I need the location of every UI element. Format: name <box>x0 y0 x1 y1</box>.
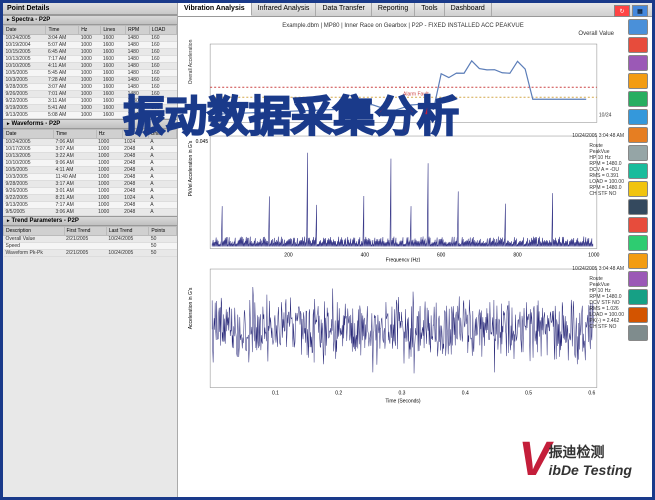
tool-button-17[interactable] <box>628 325 648 341</box>
tab-dashboard[interactable]: Dashboard <box>445 3 492 16</box>
tab-bar: Vibration AnalysisInfrared AnalysisData … <box>178 3 652 17</box>
tab-data-transfer[interactable]: Data Transfer <box>316 3 371 16</box>
svg-text:Frequency (Hz): Frequency (Hz) <box>386 258 421 262</box>
watermark-logo: V <box>518 432 546 487</box>
svg-text:400: 400 <box>361 253 370 259</box>
tool-button-7[interactable] <box>628 145 648 161</box>
table-row[interactable]: 10/17/20053:07 AM10002048A <box>4 146 177 153</box>
table-row[interactable]: 9/28/20053:17 AM10002048A <box>4 181 177 188</box>
table-header[interactable]: First Trend <box>64 227 106 236</box>
svg-text:0.3: 0.3 <box>399 391 406 397</box>
svg-text:Time (Seconds): Time (Seconds) <box>385 399 421 405</box>
tool-button-11[interactable] <box>628 217 648 233</box>
view-button[interactable]: ▦ <box>632 5 648 17</box>
tool-button-0[interactable] <box>628 19 648 35</box>
table-header[interactable]: Lines <box>101 26 126 35</box>
table-row[interactable]: 9/26/20053:01 AM10002048A <box>4 188 177 195</box>
table-row[interactable]: 10/5/20055:45 AM100016001480160 <box>4 70 177 77</box>
svg-text:1000: 1000 <box>588 253 599 259</box>
table-row[interactable]: 10/3/200511:40 AM10002048A <box>4 174 177 181</box>
table-row[interactable]: Waveform Pk-Pk2/21/200510/24/200550 <box>4 250 177 257</box>
svg-text:Acceleration in G's: Acceleration in G's <box>188 287 194 329</box>
svg-text:Overall Acceleration in G's: Overall Acceleration in G's <box>188 39 194 84</box>
tab-reporting[interactable]: Reporting <box>372 3 415 16</box>
chart1-subtitle: Overall Value <box>182 31 624 37</box>
tab-tools[interactable]: Tools <box>415 3 444 16</box>
left-panel: Point Details Spectra - P2P DateTimeHzLi… <box>3 3 178 497</box>
table-header[interactable]: Hz <box>96 130 122 139</box>
right-toolbar <box>628 19 650 341</box>
table-row[interactable]: 9/22/20058:21 AM10001024A <box>4 195 177 202</box>
tool-button-15[interactable] <box>628 289 648 305</box>
watermark-en: ibDe Testing <box>549 462 633 478</box>
overlay-title: 振动数据采集分析 <box>123 83 459 144</box>
chart-main-title: Example.dbm | MP80 | Inner Race on Gearb… <box>182 21 624 31</box>
svg-text:0.1: 0.1 <box>272 391 279 397</box>
right-panel: Vibration AnalysisInfrared AnalysisData … <box>178 3 652 497</box>
tool-button-13[interactable] <box>628 253 648 269</box>
table-row[interactable]: 10/10/20059:06 AM10002048A <box>4 160 177 167</box>
table-row[interactable]: 10/13/20053:22 AM10002048A <box>4 153 177 160</box>
table-row[interactable]: 9/5/20053:06 AM10002048A <box>4 209 177 216</box>
table-row[interactable]: 10/24/20053:04 AM100016001480160 <box>4 35 177 42</box>
table-row[interactable]: Speed50 <box>4 243 177 250</box>
spectrum-chart: 10/24/2005 3:04:48 AM RoutePeakVueHP 10 … <box>182 131 624 262</box>
svg-text:800: 800 <box>513 253 522 259</box>
table-header[interactable]: RPM <box>126 26 150 35</box>
svg-text:200: 200 <box>284 253 293 259</box>
table-header[interactable]: Last Trend <box>106 227 149 236</box>
trend-table: DescriptionFirst TrendLast TrendPoints O… <box>3 226 177 257</box>
tool-button-16[interactable] <box>628 307 648 323</box>
table-header[interactable]: Time <box>46 26 79 35</box>
tool-button-12[interactable] <box>628 235 648 251</box>
tool-button-1[interactable] <box>628 37 648 53</box>
table-header[interactable]: Points <box>149 227 177 236</box>
table-header[interactable]: Description <box>4 227 65 236</box>
spectra-section-header[interactable]: Spectra - P2P <box>3 15 177 25</box>
svg-text:10/24: 10/24 <box>599 112 612 118</box>
tool-button-10[interactable] <box>628 199 648 215</box>
table-row[interactable]: 10/13/20057:17 AM100016001480160 <box>4 56 177 63</box>
svg-text:PkVel Acceleration in G's: PkVel Acceleration in G's <box>188 141 194 197</box>
waveform-chart: 10/24/2005 3:04:48 AM RoutePeakVueHP 10 … <box>182 264 624 405</box>
chart3-info: RoutePeakVueHP 10 HzRPM = 1480.0DCV STF … <box>589 276 624 330</box>
tab-infrared-analysis[interactable]: Infrared Analysis <box>252 3 317 16</box>
tool-button-5[interactable] <box>628 109 648 125</box>
watermark: V 振迪检测 ibDe Testing <box>518 432 632 487</box>
tool-button-14[interactable] <box>628 271 648 287</box>
svg-text:0.4: 0.4 <box>462 391 469 397</box>
chart2-info: RoutePeakVueHP 10 HzRPM = 1480.0DCV A = … <box>589 143 624 197</box>
tool-button-6[interactable] <box>628 127 648 143</box>
panel-title: Point Details <box>3 3 177 15</box>
chart3-timestamp: 10/24/2005 3:04:48 AM <box>572 266 624 272</box>
tool-button-2[interactable] <box>628 55 648 71</box>
svg-text:0.6: 0.6 <box>588 391 595 397</box>
table-header[interactable]: Date <box>4 26 46 35</box>
tool-button-8[interactable] <box>628 163 648 179</box>
tab-vibration-analysis[interactable]: Vibration Analysis <box>178 3 252 16</box>
watermark-cn: 振迪检测 <box>549 442 633 462</box>
svg-text:0.2: 0.2 <box>335 391 342 397</box>
tool-button-9[interactable] <box>628 181 648 197</box>
table-row[interactable]: 10/15/20056:45 AM100016001480160 <box>4 49 177 56</box>
table-row[interactable]: Overall Value2/21/200510/24/200550 <box>4 236 177 243</box>
table-row[interactable]: 10/10/20054:11 AM100016001480160 <box>4 63 177 70</box>
table-row[interactable]: 10/19/20045:07 AM100016001480160 <box>4 42 177 49</box>
table-header[interactable]: LOAD <box>149 26 176 35</box>
table-header[interactable]: Date <box>4 130 54 139</box>
table-header[interactable]: Hz <box>79 26 101 35</box>
table-row[interactable]: 10/5/20054:11 AM10002048A <box>4 167 177 174</box>
svg-text:600: 600 <box>437 253 446 259</box>
table-row[interactable]: 9/13/20057:17 AM10002048A <box>4 202 177 209</box>
refresh-button[interactable]: ↻ <box>614 5 630 17</box>
table-header[interactable]: Time <box>53 130 96 139</box>
tool-button-3[interactable] <box>628 73 648 89</box>
svg-text:0.5: 0.5 <box>525 391 532 397</box>
chart2-timestamp: 10/24/2005 3:04:48 AM <box>572 133 624 139</box>
tool-button-4[interactable] <box>628 91 648 107</box>
trend-section-header[interactable]: Trend Parameters - P2P <box>3 216 177 226</box>
